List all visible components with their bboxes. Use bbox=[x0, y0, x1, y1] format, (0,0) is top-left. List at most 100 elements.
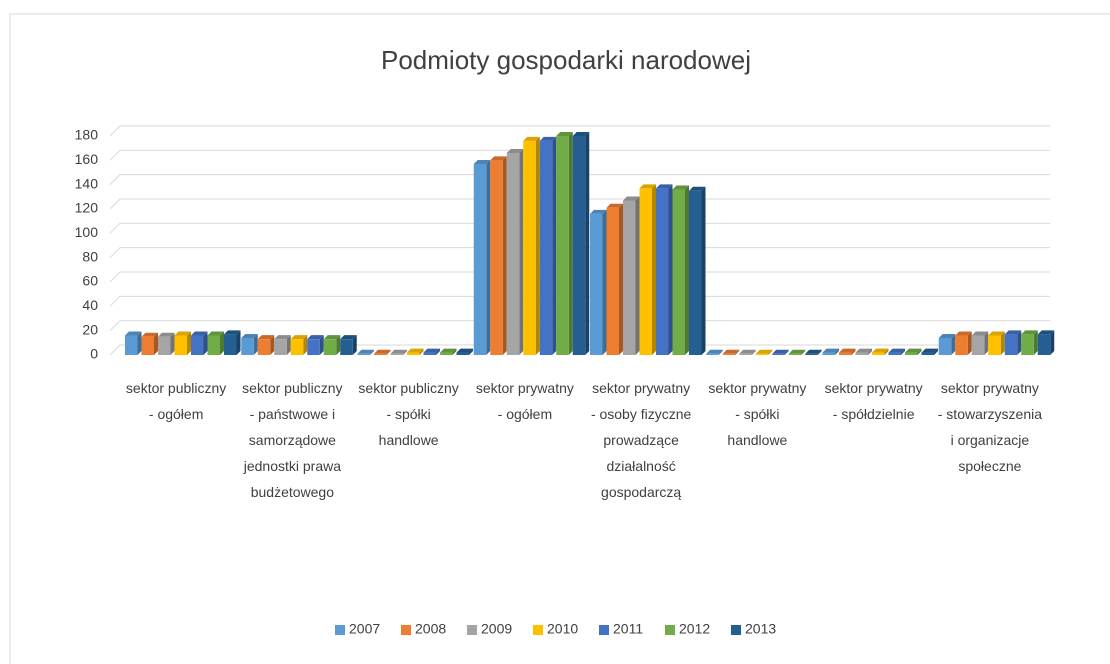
bar-top bbox=[174, 331, 191, 336]
bar-side bbox=[619, 203, 623, 355]
bar-side bbox=[1050, 330, 1055, 355]
bar bbox=[905, 352, 918, 355]
bar-top bbox=[855, 348, 872, 353]
bar-side bbox=[1033, 330, 1038, 355]
grid-line bbox=[109, 198, 1050, 210]
bar-side bbox=[884, 348, 889, 355]
bar-side bbox=[286, 335, 291, 355]
bar-top bbox=[323, 335, 341, 340]
bar-side bbox=[170, 332, 175, 355]
bar bbox=[623, 200, 636, 355]
bar bbox=[971, 335, 985, 355]
bar-side bbox=[403, 349, 407, 355]
bar-top bbox=[772, 349, 789, 354]
y-tick-label: 80 bbox=[82, 248, 98, 264]
bar bbox=[822, 352, 835, 355]
x-tick-label: sektor prywatny - spółdzielnie bbox=[824, 380, 923, 422]
bar-side bbox=[735, 349, 740, 355]
y-tick-label: 160 bbox=[75, 151, 99, 167]
y-tick-label: 0 bbox=[90, 346, 98, 362]
grid-line bbox=[109, 125, 1050, 137]
bar bbox=[340, 339, 353, 355]
bar-top bbox=[572, 132, 590, 136]
grid-line bbox=[109, 174, 1050, 186]
bar-side bbox=[469, 348, 473, 355]
bar bbox=[656, 188, 669, 355]
bar-side bbox=[552, 136, 557, 355]
bar-top bbox=[307, 335, 324, 340]
bar-top bbox=[788, 349, 806, 354]
bar bbox=[323, 339, 337, 355]
bar-side bbox=[652, 184, 656, 355]
bar-side bbox=[951, 333, 956, 355]
bar-top bbox=[407, 348, 424, 353]
bar bbox=[556, 136, 569, 355]
bar-side bbox=[934, 348, 938, 355]
bar bbox=[606, 207, 619, 355]
bar-top bbox=[938, 333, 956, 338]
bar bbox=[539, 140, 553, 355]
bar-side bbox=[519, 149, 524, 355]
chart-border bbox=[9, 13, 1110, 664]
legend-swatch bbox=[533, 625, 543, 635]
bar bbox=[224, 334, 237, 355]
bar-side bbox=[801, 349, 806, 355]
x-tick-label: sektor publiczny - państwowe i samorządo… bbox=[242, 380, 343, 500]
legend-label: 2008 bbox=[415, 621, 446, 637]
bar-top bbox=[523, 136, 540, 141]
legend-label: 2013 bbox=[745, 621, 776, 637]
bar bbox=[440, 352, 453, 355]
bar-top bbox=[125, 331, 142, 336]
bar-side bbox=[452, 348, 457, 355]
bar-side bbox=[585, 132, 590, 355]
bar-side bbox=[270, 335, 275, 355]
bar bbox=[390, 353, 403, 355]
bar bbox=[788, 353, 802, 355]
bar bbox=[357, 353, 370, 355]
bar bbox=[207, 335, 220, 355]
bar-top bbox=[590, 209, 607, 214]
y-tick-label: 180 bbox=[75, 127, 99, 143]
legend-swatch bbox=[599, 625, 609, 635]
bar bbox=[988, 335, 1001, 355]
bar-top bbox=[473, 159, 491, 164]
legend-swatch bbox=[731, 625, 741, 635]
bar bbox=[938, 337, 952, 355]
bar-side bbox=[851, 348, 856, 355]
bar-side bbox=[137, 331, 142, 355]
bar bbox=[739, 353, 752, 355]
bar-top bbox=[639, 184, 656, 189]
bar bbox=[590, 213, 603, 355]
bar bbox=[772, 353, 785, 355]
bar bbox=[506, 153, 520, 355]
bar-side bbox=[220, 331, 224, 355]
legend-label: 2010 bbox=[547, 621, 578, 637]
bar-side bbox=[502, 156, 507, 355]
bar-top bbox=[872, 348, 889, 353]
bar-top bbox=[955, 331, 972, 336]
bar bbox=[141, 336, 154, 355]
bar bbox=[523, 140, 536, 355]
x-tick-label: sektor publiczny - ogółem bbox=[125, 380, 227, 422]
bar bbox=[257, 339, 271, 355]
bar-side bbox=[154, 332, 158, 355]
bar-top bbox=[1037, 330, 1055, 335]
bar-side bbox=[303, 335, 308, 355]
bar bbox=[241, 337, 254, 355]
legend-label: 2012 bbox=[679, 621, 710, 637]
bar-side bbox=[1000, 331, 1005, 355]
bar bbox=[290, 339, 304, 355]
bar-top bbox=[1004, 330, 1022, 335]
bar-top bbox=[423, 348, 440, 353]
bar-top bbox=[722, 349, 740, 354]
bar-top bbox=[207, 331, 224, 336]
x-tick-label: sektor prywatny - spółki handlowe bbox=[708, 380, 807, 448]
bar-top bbox=[506, 149, 524, 154]
bar-top bbox=[623, 196, 640, 201]
bar-side bbox=[203, 331, 208, 355]
bar-side bbox=[486, 159, 491, 355]
bar bbox=[955, 335, 968, 355]
bar bbox=[490, 160, 503, 355]
bar-top bbox=[274, 335, 291, 340]
bar bbox=[1004, 334, 1018, 355]
